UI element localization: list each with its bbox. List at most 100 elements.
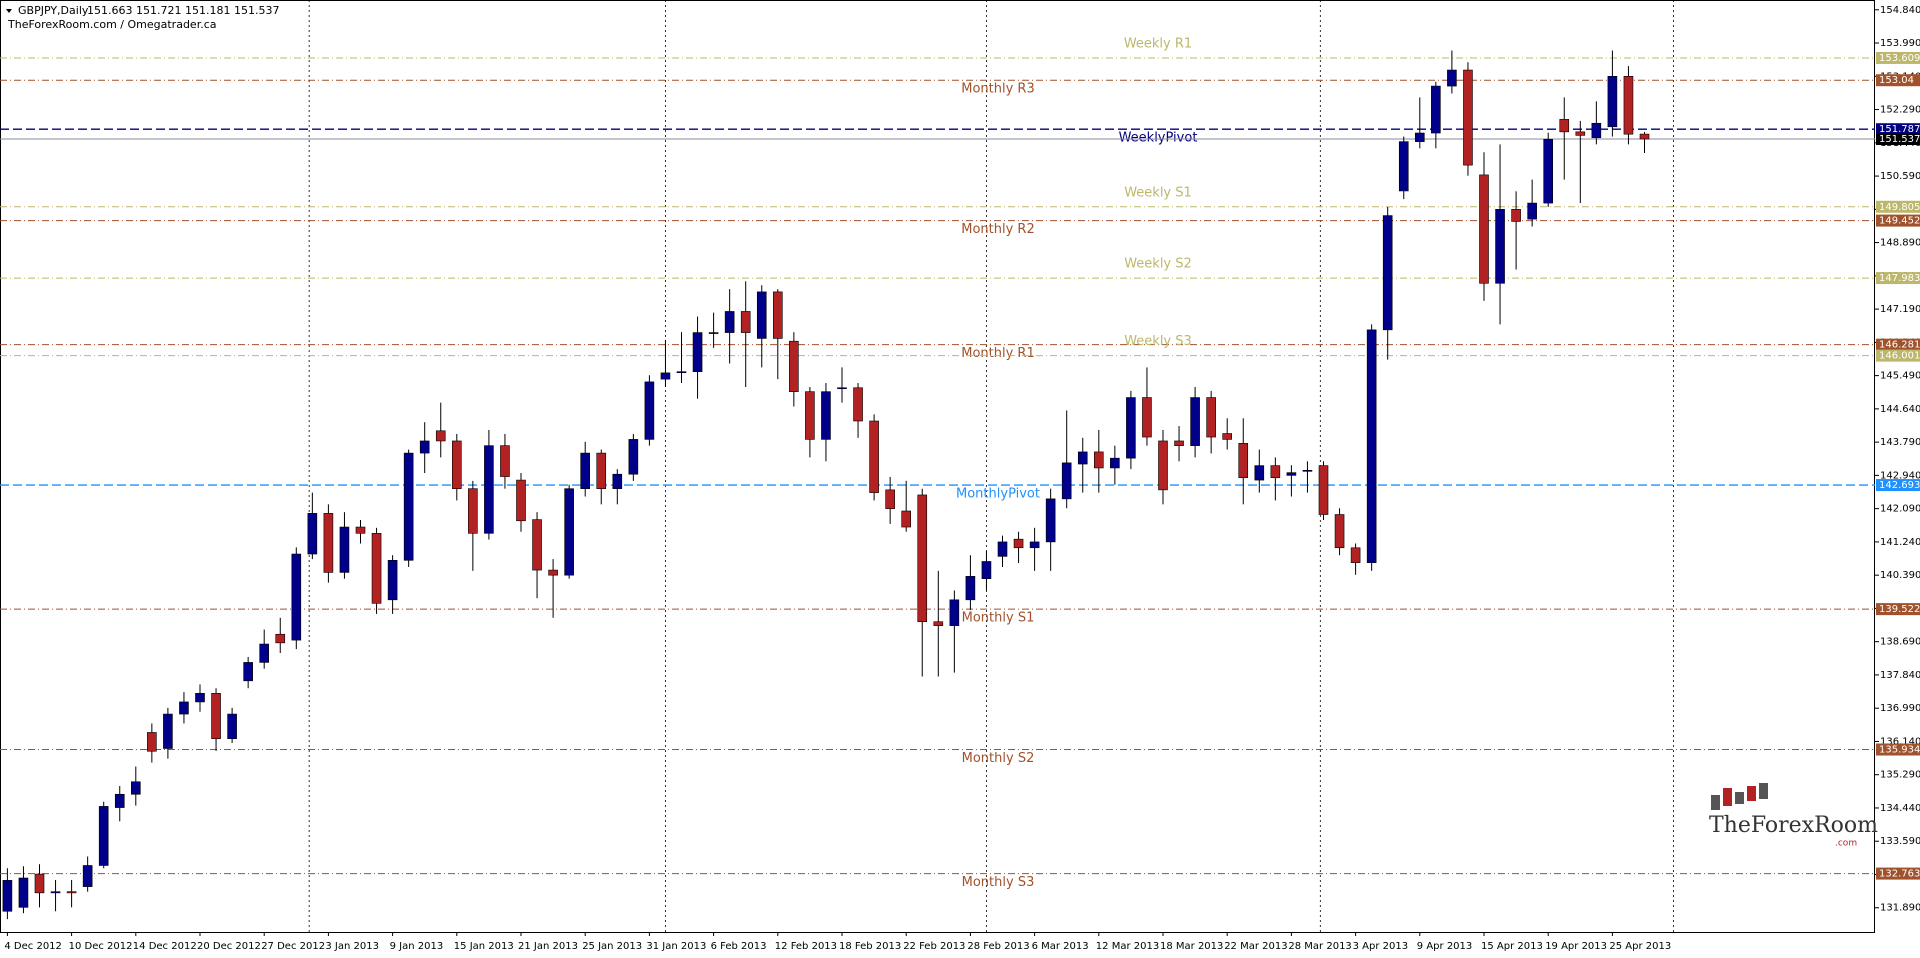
candle-body (1366, 329, 1377, 563)
x-tick-label: 12 Feb 2013 (775, 941, 837, 952)
candle-body (596, 452, 607, 489)
candle-body (516, 479, 526, 522)
candle-body (1190, 397, 1200, 446)
y-tick-label: 148.890 (1880, 238, 1920, 249)
candle-body (644, 381, 655, 440)
candle-body (756, 291, 767, 339)
candle-body (435, 430, 446, 442)
pivot-label: Weekly R1 (1124, 36, 1192, 51)
logo-sub: .com (1835, 839, 1857, 849)
level-tag-bg (1876, 123, 1920, 136)
pivot-label: WeeklyPivot (1119, 131, 1198, 146)
candle-body (291, 553, 302, 641)
candle-body (131, 781, 141, 795)
candle-body (1302, 470, 1313, 472)
candle-body (2, 880, 13, 912)
candle-body (1206, 397, 1216, 438)
level-tag: 135.934 (1879, 745, 1920, 756)
x-tick-label: 22 Mar 2013 (1224, 941, 1287, 952)
symbol: GBPJPY,Daily (18, 4, 89, 17)
candle-body (387, 559, 398, 601)
x-tick-label: 21 Jan 2013 (518, 941, 578, 952)
logo-bar (1759, 783, 1768, 799)
level-tag: 142.693 (1879, 480, 1920, 491)
candle-body (901, 510, 912, 528)
candle-body (1045, 498, 1056, 543)
x-tick-label: 4 Dec 2012 (4, 941, 62, 952)
candle-body (1431, 85, 1441, 134)
candle-body (1013, 538, 1024, 549)
y-tick-label: 137.840 (1880, 670, 1920, 681)
candle-body (1398, 141, 1409, 192)
pivot-label: Monthly R1 (961, 346, 1035, 361)
candle-body (917, 494, 928, 623)
y-tick-label: 141.240 (1880, 537, 1920, 548)
candle-body (564, 488, 574, 576)
candle-body (548, 569, 558, 576)
pivot-label: Monthly S1 (962, 611, 1035, 626)
candle-body (403, 452, 414, 561)
candle-body (789, 340, 799, 392)
candle-body (853, 387, 863, 422)
pivot-label: MonthlyPivot (956, 487, 1040, 502)
candle-body (1479, 174, 1489, 284)
candle-body (339, 526, 350, 573)
level-tag-bg (1876, 214, 1920, 227)
candle-body (355, 526, 366, 534)
logo-icon (1711, 783, 1768, 810)
ohlc-high: 151.721 (136, 4, 182, 17)
candle-body (307, 513, 318, 555)
candle-body (323, 513, 334, 573)
candle-body (869, 420, 879, 493)
candle-body (371, 532, 382, 604)
candle-body (243, 662, 253, 682)
y-tick-label: 142.090 (1880, 504, 1920, 515)
level-tag-bg (1876, 200, 1920, 213)
level-tag: 132.763 (1879, 869, 1920, 880)
candle-body (837, 387, 847, 390)
level-tag-bg (1876, 338, 1920, 351)
logo-bar (1735, 792, 1744, 804)
source: TheForexRoom.com / Omegatrader.ca (7, 18, 217, 31)
ohlc-low: 151.181 (185, 4, 231, 17)
candle-body (676, 371, 687, 374)
candle-body (1061, 462, 1072, 500)
level-tag-bg (1876, 51, 1920, 64)
y-tick-label: 150.590 (1880, 171, 1920, 182)
level-tag: 139.522 (1879, 604, 1920, 615)
candle-body (227, 713, 237, 740)
candle-body (18, 877, 29, 908)
y-tick-label: 133.590 (1880, 836, 1920, 847)
pivot-label: Monthly S2 (962, 751, 1035, 766)
y-tick-label: 147.190 (1880, 304, 1920, 315)
candle-body (1591, 122, 1602, 139)
x-tick-label: 9 Jan 2013 (390, 941, 444, 952)
y-tick-label: 145.490 (1880, 371, 1920, 382)
x-tick-label: 19 Apr 2013 (1545, 941, 1607, 952)
candle-body (612, 473, 623, 489)
level-tag-bg (1876, 349, 1920, 362)
candle-body (532, 519, 542, 571)
candle-body (660, 372, 671, 380)
candle-body (1559, 119, 1570, 133)
x-tick-label: 3 Jan 2013 (325, 941, 379, 952)
level-tag-bg (1876, 74, 1920, 87)
y-tick-label: 131.890 (1880, 903, 1920, 914)
x-tick-label: 25 Jan 2013 (582, 941, 642, 952)
x-tick-label: 28 Mar 2013 (1288, 941, 1351, 952)
candle-body (419, 440, 430, 454)
candle-body (50, 891, 61, 894)
pivot-label: Weekly S3 (1124, 334, 1192, 349)
level-tag-bg (1876, 479, 1920, 492)
x-tick-label: 12 Mar 2013 (1096, 941, 1159, 952)
x-tick-label: 9 Apr 2013 (1417, 941, 1472, 952)
candle-body (484, 445, 494, 534)
x-tick-label: 20 Dec 2012 (197, 941, 261, 952)
candle-body (1318, 465, 1329, 515)
pivot-label: Weekly S2 (1124, 257, 1192, 272)
candle-body (500, 445, 510, 477)
candle-body (1575, 131, 1586, 136)
x-tick-label: 6 Mar 2013 (1032, 941, 1089, 952)
y-tick-label: 142.940 (1880, 470, 1920, 481)
